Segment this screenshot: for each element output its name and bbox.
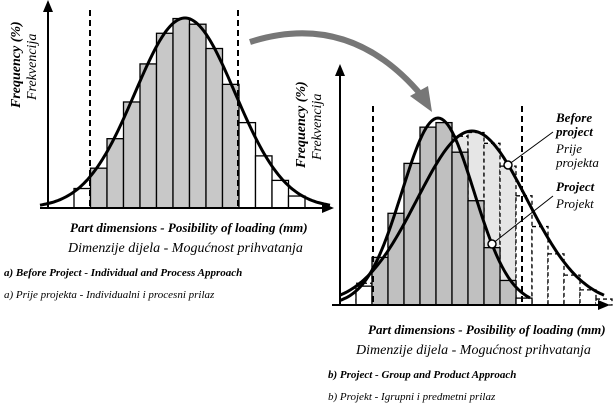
caption: a) Before Project - Individual and Proce… [4,267,242,279]
leader [491,195,554,245]
leader [507,131,554,166]
histogram-bar [139,63,158,209]
histogram-bar [451,151,469,306]
arrowhead [322,203,334,213]
histogram-bar [221,83,240,209]
arrowhead [598,300,610,310]
caption: b) Project - Group and Product Approach [328,369,516,381]
histogram-bar [403,162,421,306]
histogram-bar [515,297,533,306]
histograms [39,0,613,310]
histogram-bar [155,32,174,209]
curve [339,129,605,297]
connector-arrow [249,30,425,98]
legend-label: Project [556,179,595,194]
histogram-bar [122,101,141,209]
arrowhead [410,86,432,112]
legend-line: Before [555,110,592,125]
x-label: Part dimensions - Posibility of loading … [70,220,308,235]
marker [487,239,497,249]
legend-label-local: Prije [555,141,582,156]
curve [339,116,531,302]
histogram-bar [579,289,597,306]
histogram-bar [419,126,437,306]
x-label-local: Dimenzije dijela - Mogućnost prihvatanja [67,241,303,256]
marker [503,160,513,170]
histogram-bar [563,274,581,306]
y-label-local: Frekvencija [310,94,325,161]
histogram-bar [287,195,306,209]
caption-local: a) Prije projekta - Individualni i proce… [4,289,215,301]
histogram-bar [547,253,565,306]
histogram-bar [531,225,549,306]
x-label: Part dimensions - Posibility of loading … [368,322,606,337]
x-label-local: Dimenzije dijela - Mogućnost prihvatanja [355,343,591,358]
curve [39,16,331,207]
legend-label: project [555,124,593,139]
histogram-bar [205,47,224,209]
legend-label-local: projekta [555,155,599,170]
legend-label: Before [555,110,592,125]
y-label: Frequency (%) [9,21,24,109]
histogram-bar [172,17,191,209]
arrowhead [43,0,53,12]
legend-label-local: Projekt [555,196,594,211]
caption-local: b) Projekt - Igrupni i predmetni prilaz [328,391,496,403]
histogram-bar [188,23,207,209]
arrowhead [335,64,345,76]
y-label-local: Frekvencija [25,34,40,101]
y-label: Frequency (%) [294,81,309,169]
